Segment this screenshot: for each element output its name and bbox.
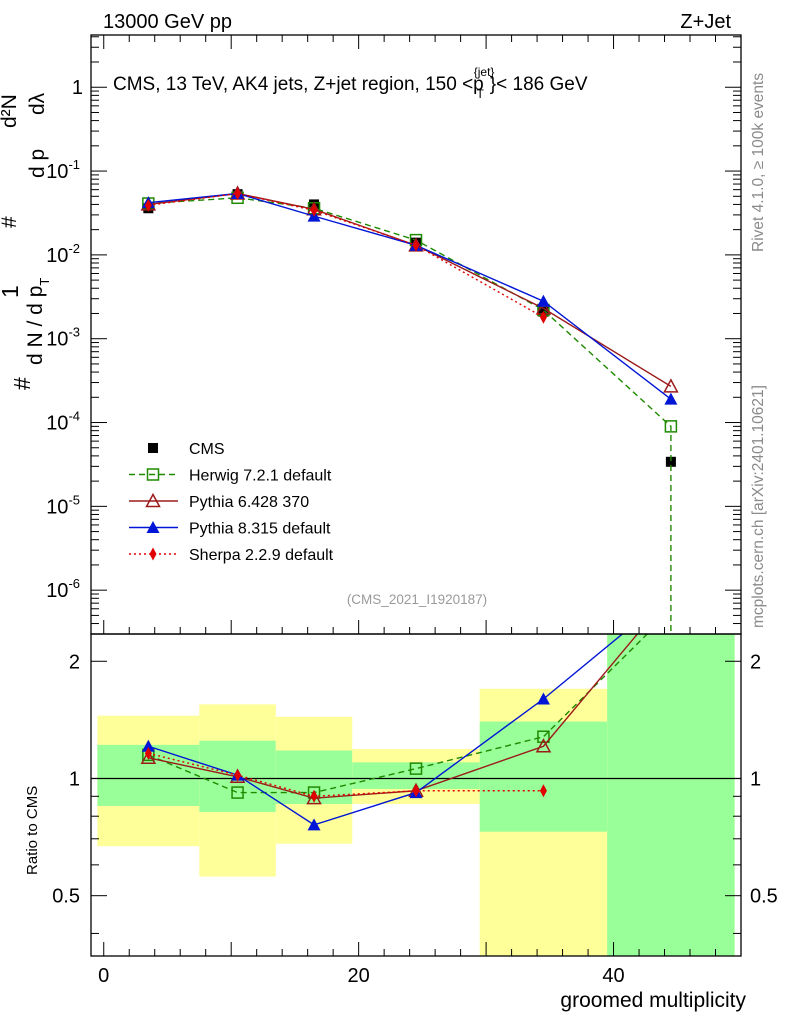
point-3-4 [536,294,550,307]
ratio-tick-label-left-0.5: 0.5 [52,886,80,908]
legend-marker-4 [149,547,157,561]
ratio-point-2-2 [306,790,322,805]
chart-title: CMS, 13 TeV, AK4 jets, Z+jet region, 150… [113,65,588,101]
legend-label-1: Herwig 7.2.1 default [189,468,332,485]
ratio-tick-label-right-1: 1 [750,768,761,790]
ratio-point-3-4 [536,692,550,705]
y-axis-label: # d N / d pT 1 # d p d²N dλ [0,92,52,390]
ratio-point-2-0 [140,749,157,765]
ratio-tick-label-right-0.5: 0.5 [750,886,778,908]
svg-text:d p: d p [26,149,49,178]
y-tick-label-6: 10-6 [46,576,80,602]
ratio-point-2-4 [535,738,552,753]
ratio-frame [90,633,742,957]
band-green-4 [479,721,608,832]
legend-marker-3 [146,521,160,533]
point-4-2 [310,203,318,217]
svg-text:#: # [9,377,35,390]
ratio-uncertainty-bands [91,634,741,956]
x-tick-label-20: 20 [348,965,370,987]
series-line-1 [148,197,672,634]
series-line-2 [148,192,672,387]
point-1-5 [664,420,678,433]
ratio-point-1-1 [231,786,244,799]
point-4-0 [144,198,152,212]
ratio-line-3 [148,634,624,826]
point-3-5 [664,392,678,405]
y-tick-label-3: 10-3 [46,325,80,351]
ratio-axis-label: Ratio to CMS [24,786,41,875]
series-line-4 [148,192,544,318]
axes: 0 20 40 1 10-1 10-2 10-3 10-4 10-5 10-6 0.5 0.5 1 1 2 2 [46,34,778,987]
ratio-tick-label-right-2: 2 [750,651,761,673]
ratio-point-3-2 [307,818,321,831]
x-axis-label: groomed multiplicity [560,989,746,1012]
legend-label-0: CMS [189,441,225,458]
main-frame [90,34,742,635]
ratio-series-layer [140,634,649,831]
title-superscript: {jet} [474,65,495,79]
ratio-point-3-0 [141,739,155,752]
ratio-point-4-3 [412,784,420,798]
ratio-point-4-0 [144,746,152,760]
point-4-4 [539,310,547,324]
rivet-label: Rivet 4.1.0, ≥ 100k events [750,73,767,252]
y-tick-label-5: 10-5 [46,492,80,518]
analysis-id: (CMS_2021_I1920187) [347,592,487,607]
svg-text:#: # [0,216,21,228]
legend-marker-2 [145,492,161,508]
legend-label-3: Pythia 8.315 default [189,521,331,538]
y-tick-label-1: 10-1 [46,157,80,183]
ratio-line-2 [148,634,639,799]
svg-text:d N / d pT: d N / d pT [24,278,52,365]
legend-label-4: Sherpa 2.2.9 default [189,547,334,564]
point-2-5 [663,378,679,393]
ratio-tick-label-left-2: 2 [69,651,80,673]
point-4-3 [412,238,420,252]
legend: CMS Herwig 7.2.1 default Pythia 6.428 370 P… [129,441,334,564]
ratio-point-4-2 [310,789,318,803]
svg-text:dλ: dλ [26,92,49,115]
ratio-point-1-3 [409,762,423,775]
point-0-5 [665,456,676,467]
ratio-point-1-4 [537,730,550,743]
ratio-point-4-1 [234,768,242,782]
y-tick-label-0: 1 [72,77,83,99]
y-tick-label-4: 10-4 [46,409,80,435]
band-green-5 [607,634,735,956]
title-subscript: T [476,87,484,101]
header-energy: 13000 GeV pp [103,11,232,33]
svg-text:d²N: d²N [0,94,21,128]
legend-label-2: Pythia 6.428 370 [189,494,309,511]
legend-marker-0 [148,443,158,453]
y-tick-label-2: 10-2 [46,241,80,267]
ratio-tick-label-left-1: 1 [69,768,80,790]
svg-text:1: 1 [0,285,23,298]
ratio-point-4-4 [539,784,547,798]
x-tick-label-0: 0 [98,965,109,987]
header-process: Z+Jet [680,11,731,33]
ratio-line-1 [148,634,649,794]
mcplots-label: mcplots.cern.ch [arXiv:2401.10621] [750,385,767,628]
series-layer [140,185,679,634]
legend-marker-1 [146,468,160,481]
x-tick-label-40: 40 [602,965,624,987]
point-4-1 [234,186,242,200]
series-line-3 [148,192,672,400]
